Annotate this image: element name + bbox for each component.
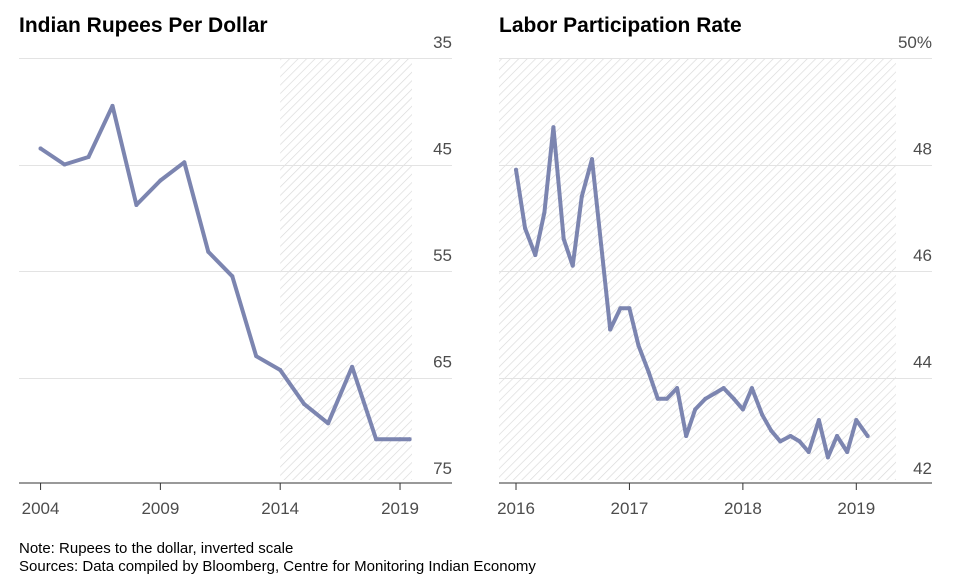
- labor-data-point: [816, 418, 821, 423]
- labor-data-point: [740, 407, 745, 412]
- labor-data-point: [542, 210, 547, 215]
- rupee-x-tick-label: 2009: [141, 499, 179, 518]
- labor-x-tick-label: 2018: [724, 499, 762, 518]
- labor-data-point: [835, 434, 840, 439]
- labor-data-point: [570, 263, 575, 268]
- rupee-data-point: [374, 437, 379, 442]
- rupee-data-point: [254, 354, 259, 359]
- labor-chart: Labor Participation Rate 42 44 46 48 50% 201…: [497, 14, 932, 518]
- labor-y-tick-label: 46: [913, 246, 932, 265]
- rupee-x-tick-label: 2004: [22, 499, 60, 518]
- labor-data-point: [778, 439, 783, 444]
- labor-data-point: [646, 370, 651, 375]
- rupee-data-point: [230, 274, 235, 279]
- rupee-data-point: [278, 368, 283, 373]
- rupee-chart-y-axis: 35 45 55 65 75: [433, 33, 452, 478]
- rupee-data-point: [158, 178, 163, 183]
- labor-chart-shaded-region: [499, 58, 896, 480]
- labor-data-point: [684, 434, 689, 439]
- labor-data-point: [627, 306, 632, 311]
- labor-series-points: [514, 125, 870, 460]
- rupee-y-tick-label: 45: [433, 140, 452, 159]
- rupee-data-point: [110, 103, 115, 108]
- labor-x-tick-label: 2017: [611, 499, 649, 518]
- rupee-data-point: [350, 364, 355, 369]
- labor-data-point: [703, 396, 708, 401]
- labor-data-point: [693, 407, 698, 412]
- labor-data-point: [721, 386, 726, 391]
- rupee-y-tick-label: 65: [433, 353, 452, 372]
- labor-data-point: [579, 194, 584, 199]
- labor-chart-gridlines: [499, 58, 932, 379]
- rupee-data-point: [38, 146, 43, 151]
- labor-data-point: [788, 434, 793, 439]
- labor-data-point: [664, 396, 669, 401]
- labor-data-point: [760, 412, 765, 417]
- labor-data-point: [806, 450, 811, 455]
- labor-x-tick-label: 2016: [497, 499, 535, 518]
- rupee-data-point: [206, 249, 211, 254]
- rupee-y-tick-label: 55: [433, 246, 452, 265]
- rupee-x-tick-label: 2014: [261, 499, 299, 518]
- labor-chart-x-axis: 2016 2017 2018 2019: [497, 483, 875, 518]
- labor-data-point: [523, 226, 528, 231]
- rupee-chart-gridlines: [19, 58, 452, 379]
- rupee-data-point: [398, 437, 403, 442]
- labor-chart-y-axis: 42 44 46 48 50%: [898, 33, 932, 478]
- labor-data-point: [825, 455, 830, 460]
- rupee-data-point: [86, 155, 91, 160]
- labor-y-tick-label: 50%: [898, 33, 932, 52]
- labor-data-point: [712, 391, 717, 396]
- labor-data-point: [655, 396, 660, 401]
- labor-data-point: [797, 439, 802, 444]
- rupee-chart-shaded-region: [280, 58, 412, 480]
- labor-chart-title: Labor Participation Rate: [499, 14, 742, 37]
- rupee-data-point: [182, 160, 187, 165]
- labor-data-point: [590, 157, 595, 162]
- rupee-data-point: [407, 437, 412, 442]
- labor-data-point: [636, 343, 641, 348]
- labor-data-point: [854, 418, 859, 423]
- labor-data-point: [561, 237, 566, 242]
- labor-data-point: [769, 428, 774, 433]
- labor-data-point: [608, 327, 613, 332]
- labor-y-tick-label: 48: [913, 140, 932, 159]
- labor-data-point: [618, 306, 623, 311]
- labor-series-line: [514, 125, 870, 460]
- rupee-data-point: [62, 162, 67, 167]
- labor-data-point: [551, 125, 556, 130]
- rupee-y-tick-label: 75: [433, 459, 452, 478]
- rupee-series-points: [38, 103, 412, 442]
- labor-data-point: [731, 396, 736, 401]
- labor-y-tick-label: 44: [913, 353, 932, 372]
- rupee-data-point: [134, 202, 139, 207]
- labor-y-tick-label: 42: [913, 459, 932, 478]
- labor-data-point: [514, 167, 519, 172]
- rupee-chart-title: Indian Rupees Per Dollar: [19, 14, 268, 37]
- rupee-x-tick-label: 2019: [381, 499, 419, 518]
- rupee-y-tick-label: 35: [433, 33, 452, 52]
- labor-data-point: [845, 450, 850, 455]
- chart-sources: Sources: Data compiled by Bloomberg, Cen…: [19, 558, 536, 575]
- labor-x-tick-label: 2019: [837, 499, 875, 518]
- labor-data-point: [599, 242, 604, 247]
- labor-data-point: [865, 434, 870, 439]
- rupee-data-point: [326, 421, 331, 426]
- labor-data-point: [533, 253, 538, 257]
- labor-data-point: [675, 386, 680, 391]
- rupee-chart: Indian Rupees Per Dollar 35 45 55 65 75 2004…: [19, 14, 452, 518]
- chart-note: Note: Rupees to the dollar, inverted sca…: [19, 540, 294, 557]
- rupee-data-point: [302, 402, 307, 407]
- rupee-chart-x-axis: 2004 2009 2014 2019: [22, 483, 419, 518]
- labor-data-point: [749, 386, 754, 391]
